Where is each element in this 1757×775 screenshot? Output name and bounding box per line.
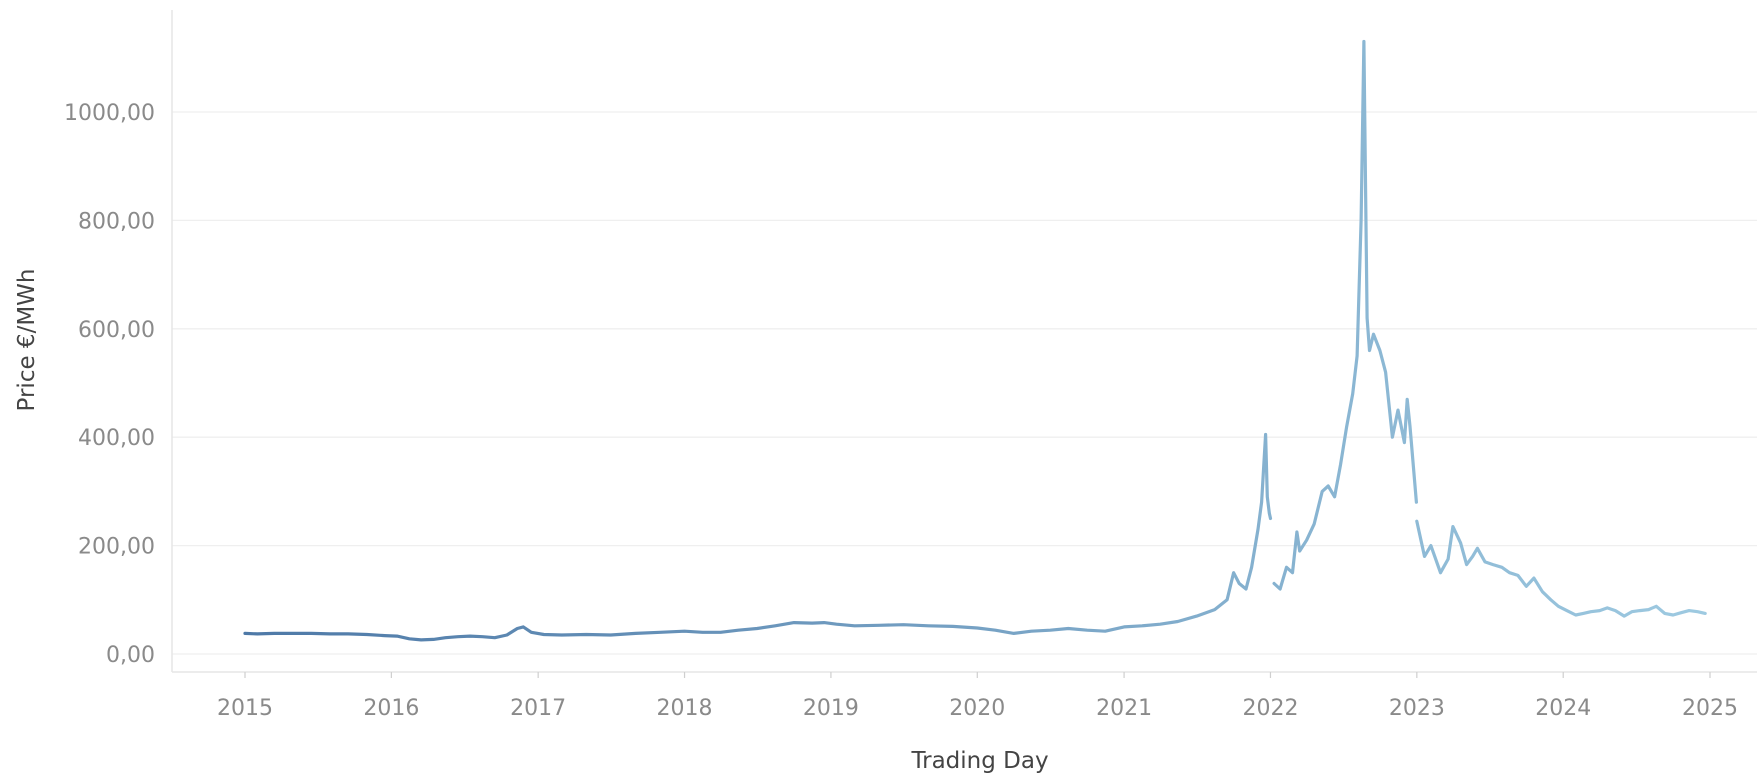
y-gridlines xyxy=(172,111,1757,655)
y-tick-label: 400,00 xyxy=(78,426,155,451)
y-axis-title: Price €/MWh xyxy=(14,269,40,412)
x-tick-label: 2017 xyxy=(510,696,566,721)
x-tick-label: 2018 xyxy=(657,696,713,721)
x-tick-labels: 2015 2016 2017 2018 2019 2020 2021 2022 2023 2024… xyxy=(217,672,1738,721)
y-tick-label: 600,00 xyxy=(78,318,155,343)
y-tick-label: 800,00 xyxy=(78,209,155,234)
x-tick-label: 2021 xyxy=(1096,696,1152,721)
x-tick-label: 2020 xyxy=(949,696,1005,721)
x-tick-label: 2019 xyxy=(803,696,859,721)
price-line-segment-2 xyxy=(1272,39,1419,591)
x-tick-label: 2024 xyxy=(1535,696,1591,721)
y-tick-label: 200,00 xyxy=(78,535,155,560)
y-tick-labels: 0,00 200,00 400,00 600,00 800,00 1000,00 xyxy=(64,101,155,668)
price-line-segment-3 xyxy=(1415,519,1707,618)
x-axis-title: Trading Day xyxy=(910,748,1048,774)
x-tick-label: 2025 xyxy=(1682,696,1738,721)
x-tick-label: 2022 xyxy=(1242,696,1298,721)
x-tick-label: 2015 xyxy=(217,696,273,721)
price-line-segment-1 xyxy=(243,432,1273,642)
y-tick-label: 1000,00 xyxy=(64,101,155,126)
y-tick-label: 0,00 xyxy=(106,643,155,668)
price-series xyxy=(243,39,1707,642)
x-tick-label: 2023 xyxy=(1389,696,1445,721)
x-tick-label: 2016 xyxy=(363,696,419,721)
